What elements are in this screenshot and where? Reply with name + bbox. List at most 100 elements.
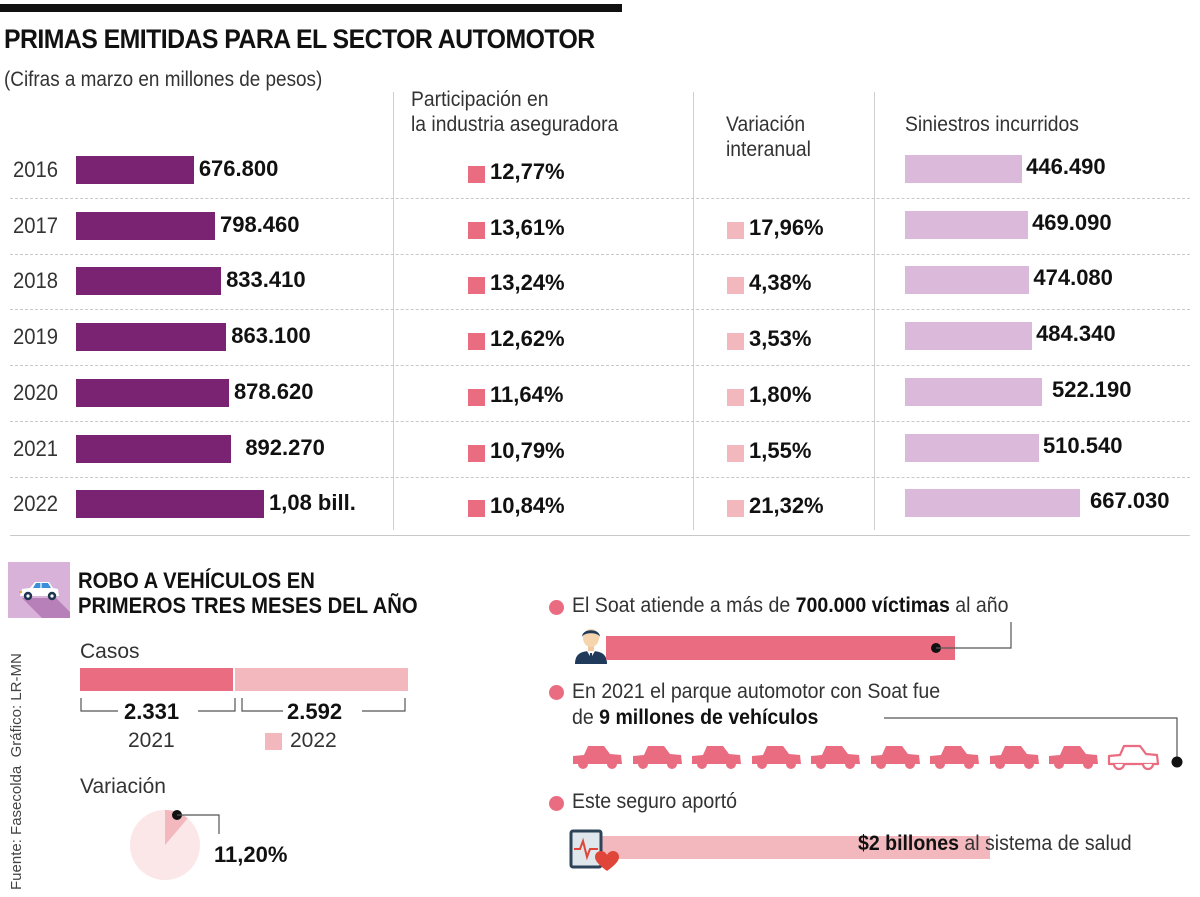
pie-slice-variacion: [165, 810, 188, 845]
car-outline-icon: [1106, 742, 1160, 777]
primas-value: 863.100: [231, 323, 311, 349]
table-bottom-rule: [10, 535, 1190, 536]
col-variacion-line2: interanual: [726, 138, 811, 161]
fact-bullet: [549, 685, 564, 700]
fact-aporte-intro: Este seguro aportó: [572, 790, 738, 813]
legend-2021: 2021: [128, 729, 175, 752]
variacion-swatch: [727, 333, 744, 351]
robo-title-line2: PRIMEROS TRES MESES DEL AÑO: [78, 593, 418, 618]
variacion-value: 1,80%: [749, 381, 812, 407]
participacion-swatch: [468, 166, 485, 183]
legend-2022: 2022: [290, 729, 337, 752]
page-title: PRIMAS EMITIDAS PARA EL SECTOR AUTOMOTOR: [4, 24, 595, 54]
top-rule: [0, 4, 622, 12]
row-divider: [10, 420, 1190, 422]
primas-bar: [76, 434, 232, 463]
primas-value: 878.620: [233, 378, 314, 404]
page-subtitle: (Cifras a marzo en millones de pesos): [4, 68, 323, 91]
source-grafico: Gráfico: LR-MN: [8, 653, 25, 758]
row-year-label: 2017: [13, 212, 59, 238]
variacion-swatch: [727, 500, 744, 518]
aporte-bar: [600, 836, 990, 859]
primas-bar: [76, 490, 264, 519]
variacion-value: 17,96%: [749, 214, 824, 240]
victimas-leader-line: [931, 622, 1012, 653]
col-variacion-header: Variación interanual: [726, 112, 811, 162]
car-filled-icon: [749, 742, 803, 777]
car-filled-icon: [808, 742, 862, 777]
car-filled-icon: [868, 742, 922, 777]
row-divider: [10, 476, 1190, 478]
col-participacion-header: Participación en la industria asegurador…: [411, 87, 618, 137]
fact-bullet: [549, 600, 564, 615]
primas-bar: [76, 323, 227, 352]
primas-bar: [76, 267, 222, 296]
siniestros-bar: [905, 433, 1039, 462]
source-credit: Fuente: Fasecolda Gráfico: LR-MN: [8, 653, 25, 890]
car-filled-icon: [1046, 742, 1100, 777]
primas-value: 833.410: [226, 267, 306, 293]
car-filled-icon: [570, 742, 624, 777]
variacion-swatch: [727, 444, 744, 462]
siniestros-bar: [905, 210, 1029, 239]
fact-bullet: [549, 796, 564, 811]
car-filled-icon: [630, 742, 684, 777]
primas-value: 676.800: [198, 156, 279, 181]
siniestros-bar: [905, 266, 1030, 295]
casos-label: Casos: [80, 640, 140, 663]
primas-value: 798.460: [219, 211, 300, 237]
casos-stacked-bar: [80, 668, 408, 691]
participacion-swatch: [468, 221, 485, 239]
health-monitor-icon: [569, 829, 621, 873]
column-divider: [874, 92, 875, 530]
variacion-swatch: [727, 388, 744, 406]
siniestros-value: 522.190: [1052, 376, 1132, 402]
row-divider: [10, 365, 1190, 367]
person-icon: [573, 624, 609, 664]
robo-title: ROBO A VEHÍCULOS EN PRIMEROS TRES MESES …: [78, 568, 418, 618]
car-theft-icon: [8, 562, 70, 618]
siniestros-bar: [905, 322, 1033, 351]
casos-bar-2021: [80, 668, 234, 691]
casos-2021-value: 2.331: [124, 699, 180, 724]
robo-title-line1: ROBO A VEHÍCULOS EN: [78, 568, 315, 593]
primas-value: 892.270: [245, 434, 325, 460]
row-divider: [10, 198, 1190, 199]
variacion-value: 4,38%: [749, 270, 812, 296]
participacion-value: 12,62%: [490, 326, 565, 352]
siniestros-value: 667.030: [1090, 488, 1170, 514]
casos-2022-value: 2.592: [287, 699, 343, 724]
participacion-swatch: [468, 333, 485, 351]
column-divider: [693, 92, 694, 530]
column-divider: [393, 92, 394, 530]
aporte-suffix: al sistema de salud: [958, 832, 1132, 855]
variacion-label: Variación: [80, 775, 166, 798]
variacion-value: 1,55%: [749, 437, 812, 463]
siniestros-value: 510.540: [1042, 432, 1123, 458]
row-year-label: 2021: [13, 435, 59, 461]
legend-2022-swatch: [265, 733, 282, 750]
col-variacion-line1: Variación: [726, 113, 806, 136]
primas-value: 1,08 bill.: [269, 490, 356, 516]
fact-parque: En 2021 el parque automotor con Soat fue…: [572, 680, 941, 729]
variacion-swatch: [727, 277, 744, 295]
siniestros-value: 474.080: [1033, 265, 1113, 291]
siniestros-value: 469.090: [1032, 209, 1112, 235]
col-participacion-line2: la industria aseguradora: [411, 113, 619, 136]
car-filled-icon: [927, 742, 981, 777]
participacion-swatch: [468, 277, 485, 295]
col-participacion-line1: Participación en: [411, 88, 549, 111]
participacion-swatch: [468, 500, 485, 518]
variacion-leader-line: [172, 810, 220, 834]
row-divider: [10, 253, 1190, 255]
row-year-label: 2020: [13, 379, 59, 405]
fact-victimas: El Soat atiende a más de 700.000 víctima…: [572, 594, 1009, 617]
fact-aporte: $2 billones al sistema de salud: [858, 832, 1132, 856]
row-year-label: 2019: [13, 324, 59, 350]
aporte-value: $2 billones: [858, 832, 959, 855]
siniestros-bar: [905, 377, 1042, 406]
participacion-value: 10,84%: [490, 493, 565, 519]
primas-bar: [76, 211, 215, 240]
participacion-swatch: [468, 444, 485, 462]
siniestros-bar: [905, 489, 1080, 518]
